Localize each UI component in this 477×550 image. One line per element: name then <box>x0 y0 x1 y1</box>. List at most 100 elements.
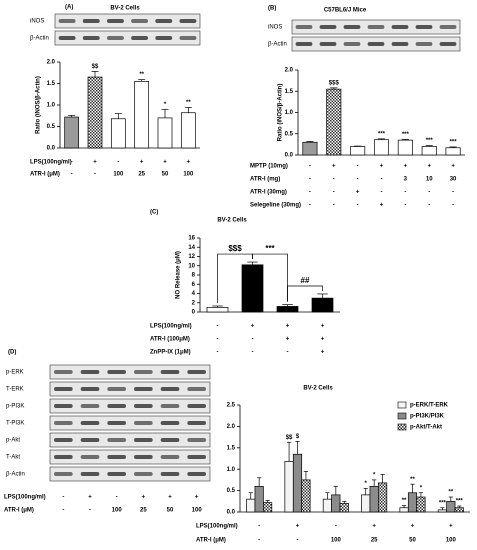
row-value: + <box>380 164 384 170</box>
row-value: - <box>357 164 359 170</box>
blot-band <box>107 387 126 391</box>
blot-band <box>134 438 153 442</box>
blot-band <box>439 42 457 46</box>
blot-band <box>295 25 313 29</box>
row-value: 25 <box>371 538 378 544</box>
y-tick-label: 1.5 <box>227 445 236 451</box>
bar <box>292 453 303 513</box>
significance-label: *** <box>456 499 464 505</box>
significance-label: * <box>373 472 376 478</box>
y-tick-label: 2.5 <box>227 403 236 409</box>
bar <box>446 500 456 513</box>
y-tick-label: 0.0 <box>227 510 236 516</box>
panel-label: (A) <box>65 5 73 11</box>
panel-title: BV-2 Cells <box>217 218 247 224</box>
blot-band <box>54 472 73 476</box>
significance-label: * <box>420 485 423 491</box>
bar <box>378 482 388 513</box>
row-value: - <box>428 190 430 196</box>
row-value: - <box>309 203 311 209</box>
bar <box>407 492 418 513</box>
row-value: - <box>309 190 311 196</box>
row-value: - <box>404 203 406 209</box>
y-axis-label: NO Release (μM) <box>176 251 182 299</box>
y-tick-label: 2.0 <box>285 68 294 74</box>
significance-label: *** <box>378 131 386 137</box>
blot-band <box>367 25 385 29</box>
significance-label: ** <box>186 100 191 106</box>
row-value: - <box>62 495 64 501</box>
blot-strip <box>54 30 201 46</box>
blot-band <box>107 421 126 425</box>
blot-band <box>134 404 153 408</box>
row-value: + <box>163 160 167 166</box>
panel-label: (C) <box>150 210 158 216</box>
y-tick-label: 0.5 <box>227 488 236 494</box>
blot-label: p-Akt <box>6 438 20 444</box>
row-value: + <box>411 524 415 530</box>
row-label: ATR-I (mg) <box>250 177 280 183</box>
row-value: + <box>195 495 199 501</box>
row-value: + <box>449 524 453 530</box>
y-tick-label: 1.0 <box>227 467 236 473</box>
blot-band <box>107 472 126 476</box>
blot-strip <box>49 398 211 414</box>
row-value: 50 <box>167 508 174 514</box>
blot-band <box>80 455 100 459</box>
y-tick-label: 2.0 <box>47 60 56 66</box>
bar <box>421 146 437 156</box>
bar <box>373 139 390 156</box>
significance-label: ** <box>402 498 407 504</box>
blot-band <box>107 370 126 374</box>
blot-band <box>319 25 337 29</box>
row-value: + <box>168 495 172 501</box>
blot-band <box>107 455 126 459</box>
blot-band <box>155 19 173 23</box>
bar <box>350 146 366 156</box>
row-value: - <box>252 350 254 356</box>
blot-band <box>134 387 153 391</box>
panel-title: C57BL6/J Mice <box>324 8 367 14</box>
bar <box>445 147 461 156</box>
bar <box>416 496 426 513</box>
y-tick-label: 1.0 <box>47 103 56 109</box>
blot-strip <box>49 432 211 448</box>
bar <box>246 498 256 513</box>
bar <box>302 141 318 156</box>
blot-band <box>160 370 180 374</box>
row-value: - <box>287 350 289 356</box>
row-value: - <box>258 538 260 544</box>
blot-label: β-Actin <box>268 42 287 48</box>
row-value: - <box>117 160 119 166</box>
legend-swatch <box>397 412 407 420</box>
row-value: 100 <box>183 172 194 178</box>
y-axis-label: Ratio (iNOS/β-Actin) <box>278 84 284 142</box>
blot-band <box>107 404 126 408</box>
blot-band <box>295 42 313 46</box>
bar <box>326 88 342 156</box>
panel-title: BV-2 Cells <box>303 386 333 392</box>
significance-label: *** <box>426 138 434 144</box>
blot-band <box>160 404 180 408</box>
legend-label: p-PI3K/PI3K <box>410 414 445 420</box>
bar <box>311 297 334 313</box>
blot-band <box>80 438 100 442</box>
row-value: - <box>333 203 335 209</box>
blot-band <box>80 472 100 476</box>
blot-label: p-PI3K <box>6 404 24 410</box>
blot-band <box>155 36 173 40</box>
significance-label: * <box>164 102 167 108</box>
blot-band <box>415 25 433 29</box>
row-value: 25 <box>140 508 147 514</box>
row-label: MPTP (10mg) <box>250 164 288 170</box>
significance-label: *** <box>402 132 410 138</box>
row-value: + <box>296 524 300 530</box>
row-value: + <box>142 495 146 501</box>
row-value: - <box>404 190 406 196</box>
bar <box>397 139 413 156</box>
bar <box>134 80 150 149</box>
row-label: LPS(100ng/ml) <box>150 324 192 330</box>
row-value: - <box>217 324 219 330</box>
row-value: + <box>332 164 336 170</box>
